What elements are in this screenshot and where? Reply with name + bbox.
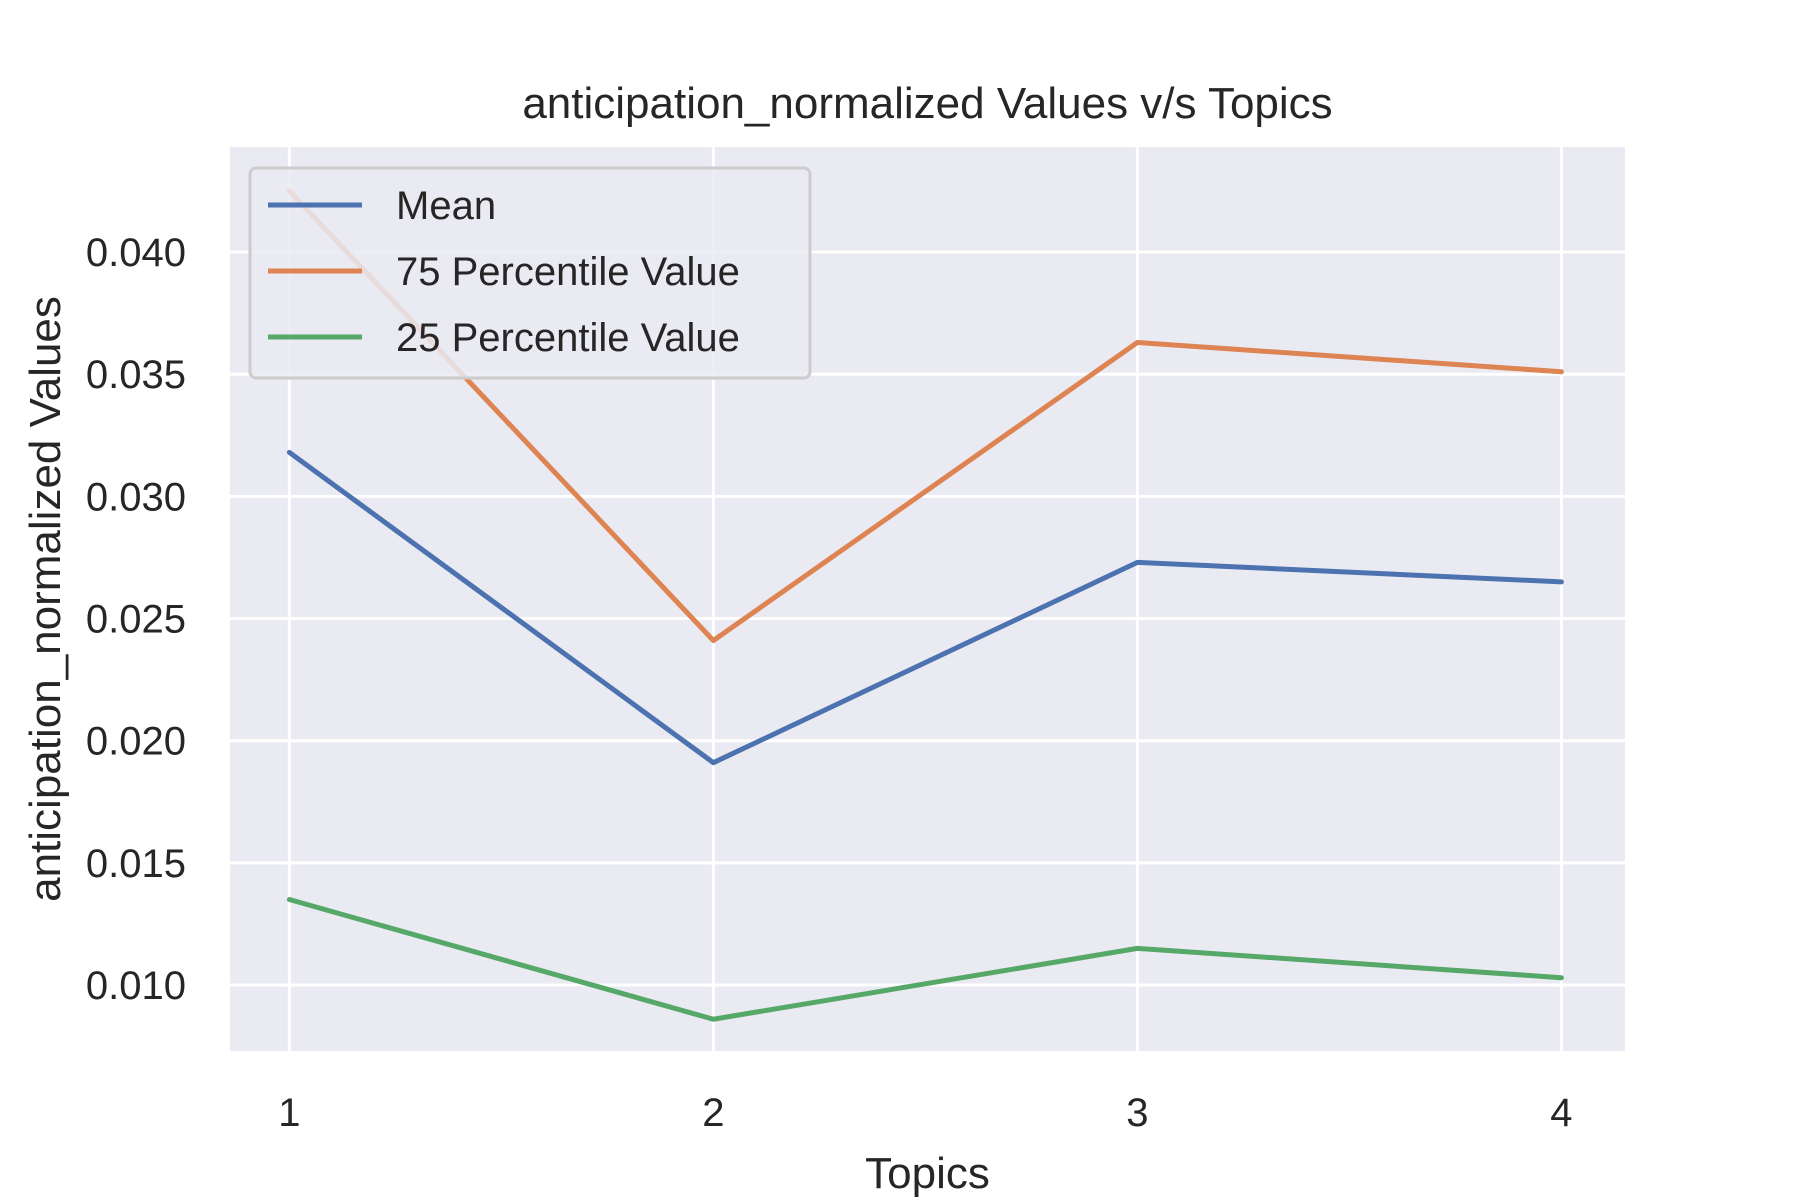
x-tick-label: 2	[702, 1091, 724, 1135]
y-axis-label: anticipation_normalized Values	[21, 296, 70, 902]
x-axis-label: Topics	[865, 1149, 990, 1198]
y-tick-label: 0.010	[86, 964, 186, 1008]
legend-label: 75 Percentile Value	[396, 250, 740, 294]
legend-items: Mean 75 Percentile Value 25 Percentile Val…	[268, 184, 740, 360]
legend-label: Mean	[396, 184, 496, 228]
series-line-3	[286, 897, 1564, 1022]
y-tick-labels: 0.010 0.015 0.020 0.025 0.030 0.035 0.040	[86, 231, 186, 1008]
x-tick-label: 3	[1126, 1091, 1148, 1135]
y-tick-label: 0.030	[86, 475, 186, 519]
grid-lines	[230, 147, 1625, 1051]
legend: Mean 75 Percentile Value 25 Percentile Val…	[248, 166, 812, 380]
legend-label: 25 Percentile Value	[396, 316, 740, 360]
y-tick-label: 0.015	[86, 842, 186, 886]
x-tick-label: 4	[1550, 1091, 1572, 1135]
y-tick-label: 0.040	[86, 231, 186, 275]
x-tick-label: 1	[278, 1091, 300, 1135]
series-lines	[286, 188, 1564, 1022]
x-tick-labels: 1 2 3 4	[278, 1091, 1572, 1135]
y-tick-label: 0.020	[86, 720, 186, 764]
legend-box	[248, 166, 812, 380]
y-tick-label: 0.025	[86, 598, 186, 642]
series-line-1	[286, 449, 1564, 766]
y-tick-label: 0.035	[86, 353, 186, 397]
chart-title: anticipation_normalized Values v/s Topic…	[522, 79, 1332, 128]
series-line-2	[286, 188, 1564, 644]
